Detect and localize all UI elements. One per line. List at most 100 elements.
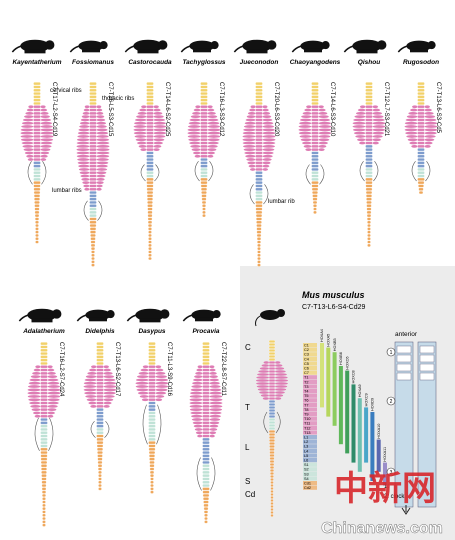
vertebra [311,88,319,92]
animal-body [406,40,432,52]
hox-label: HOXA11 [383,447,387,462]
vertebra [40,454,48,458]
vertebra [365,164,373,168]
rib [275,394,284,397]
rib [47,398,60,402]
pelvis [140,164,160,182]
vertebra [89,214,97,218]
vertebra-label: Cd1 [304,482,311,486]
vertebra [33,164,41,168]
rib [21,125,34,128]
rib [153,125,167,128]
rib [47,388,61,392]
rib [153,131,167,135]
marker [386,396,396,406]
vertebra [202,444,210,448]
vertebra [41,480,47,484]
vertebra [149,460,155,464]
vertebra-label: T11 [304,422,310,426]
vertebra [268,349,276,352]
vertebra [202,484,210,488]
animal-body [78,40,104,52]
rib [189,395,203,398]
vertebra [202,398,210,402]
rib [138,371,149,375]
rib [275,388,287,391]
vertebra [33,115,41,119]
vertebra [256,227,262,231]
animal-legs [137,49,159,54]
vertebra [89,95,97,99]
rib [298,128,312,132]
rib [408,111,418,115]
vertebra [417,131,425,135]
rib [189,404,203,408]
rib [40,115,50,119]
rib [96,171,107,175]
rib [247,161,256,165]
vertebra-key [303,347,317,352]
vertebra [255,138,263,142]
vertebra [367,240,371,244]
vertebra [268,352,276,355]
vertebra [148,391,156,395]
vertebra [97,460,103,464]
rib [27,391,41,395]
vertebra [417,128,425,132]
vertebral-formula: C7-T13-L6-S2-Cd17 [114,342,120,397]
vertebra [417,138,425,142]
rib [209,404,223,408]
rib [262,125,275,128]
rib [80,118,90,122]
vertebra [200,148,208,152]
vertebra [96,381,104,385]
vertebra [268,343,276,346]
rib [153,118,166,122]
rib [372,108,381,112]
vertebra [312,191,318,195]
rib [96,184,103,188]
vertebra [255,115,263,119]
vertebra [40,342,48,346]
rib [24,151,34,155]
vertebra-key [303,361,317,366]
vertebra [89,171,97,175]
rib [155,378,169,382]
rib [259,391,270,394]
rib [196,368,203,372]
vertebra-key [303,444,317,449]
vertebra [311,148,319,152]
vertebra [255,187,263,191]
vertebra [202,204,206,208]
vertebra [146,105,154,109]
vertebra [146,88,154,92]
vertebra [146,141,154,145]
vertebra [202,342,210,346]
vertebra [200,92,208,96]
rib [372,118,385,122]
rib [318,108,326,112]
vertebra [148,408,156,412]
rib [258,370,270,373]
animal-tail [182,314,193,322]
vertebra [40,375,48,379]
vertebra-label: C4 [304,357,309,361]
vertebra [35,224,39,228]
rib [262,168,268,171]
rib [353,131,366,135]
vertebra [146,181,154,185]
rib [207,151,215,155]
vertebra-key [303,471,317,476]
rib [262,105,268,109]
rib [262,154,273,158]
rib [301,141,312,145]
rib [207,111,216,115]
vertebra-key [303,458,317,463]
rib [96,141,110,145]
vertebra [89,197,97,201]
vertebra [257,253,261,257]
vertebra [40,381,48,385]
rib [83,385,97,388]
rib [103,385,117,388]
vertebra [98,480,102,484]
